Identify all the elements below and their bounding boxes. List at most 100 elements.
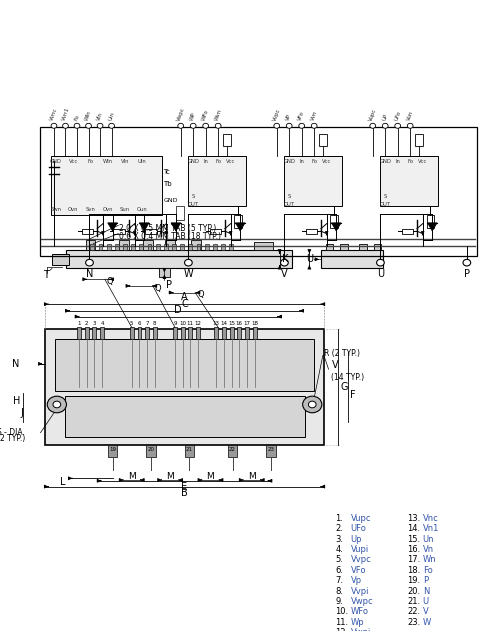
- Bar: [82, 228, 93, 233]
- Text: 17: 17: [244, 321, 250, 326]
- Bar: [205, 244, 209, 251]
- Bar: [164, 244, 168, 251]
- Text: Vwpi: Vwpi: [351, 628, 371, 631]
- Text: G: G: [340, 382, 348, 392]
- Text: Vnc: Vnc: [423, 514, 438, 523]
- Text: B: B: [181, 488, 188, 498]
- Text: 14.: 14.: [407, 524, 420, 533]
- Bar: [85, 327, 89, 339]
- Text: Vn: Vn: [423, 545, 434, 554]
- Text: Fo: Fo: [311, 159, 317, 164]
- Bar: [331, 215, 338, 228]
- Text: U: U: [377, 269, 384, 280]
- Polygon shape: [236, 223, 245, 231]
- Bar: [266, 445, 276, 457]
- Text: Ovn: Ovn: [103, 207, 113, 212]
- Text: GND: GND: [379, 159, 391, 164]
- Bar: [147, 244, 151, 251]
- Text: 10: 10: [179, 321, 186, 326]
- Circle shape: [395, 123, 400, 128]
- Circle shape: [109, 123, 115, 128]
- Bar: [130, 327, 133, 339]
- Bar: [100, 327, 104, 339]
- Text: WFo: WFo: [351, 607, 369, 616]
- Bar: [108, 445, 118, 457]
- Text: S: S: [287, 194, 291, 199]
- Text: Svn: Svn: [86, 207, 96, 212]
- Text: J: J: [20, 408, 23, 418]
- Text: K: K: [282, 254, 289, 264]
- Text: WIn: WIn: [84, 110, 93, 122]
- Bar: [52, 254, 69, 265]
- Text: Vupc: Vupc: [351, 514, 371, 523]
- Text: Fo: Fo: [423, 566, 432, 575]
- Text: 16: 16: [236, 321, 243, 326]
- Text: (14 TYP.): (14 TYP.): [332, 374, 365, 382]
- Circle shape: [303, 396, 322, 413]
- Bar: [92, 327, 96, 339]
- Text: 17.: 17.: [407, 555, 421, 565]
- Text: UIn: UIn: [138, 159, 147, 164]
- Text: Vn1: Vn1: [423, 524, 439, 533]
- Text: Vcc: Vcc: [418, 159, 427, 164]
- Text: 22: 22: [229, 447, 236, 452]
- Text: 9: 9: [173, 321, 177, 326]
- Text: 12: 12: [195, 321, 202, 326]
- Text: 2.: 2.: [335, 524, 343, 533]
- Bar: [213, 244, 217, 251]
- Text: VIn: VIn: [96, 112, 104, 122]
- Text: 21.: 21.: [407, 597, 420, 606]
- Bar: [306, 228, 317, 233]
- Bar: [139, 244, 143, 251]
- Text: 7: 7: [145, 321, 149, 326]
- Text: R (2 TYP.): R (2 TYP.): [324, 350, 360, 358]
- Text: 11.: 11.: [335, 618, 349, 627]
- Text: Q: Q: [155, 284, 161, 293]
- Circle shape: [311, 123, 317, 128]
- Text: Vvpc: Vvpc: [351, 555, 372, 565]
- Text: Vupi: Vupi: [351, 545, 369, 554]
- Text: Vvn: Vvn: [310, 110, 318, 122]
- Bar: [415, 134, 423, 146]
- Text: H: H: [12, 396, 20, 406]
- Circle shape: [203, 123, 209, 128]
- Bar: [145, 327, 149, 339]
- Bar: [229, 244, 233, 251]
- Bar: [176, 206, 184, 220]
- Text: 15: 15: [228, 321, 235, 326]
- Text: 3.: 3.: [335, 534, 343, 544]
- Bar: [114, 228, 125, 233]
- Text: S: S: [192, 194, 195, 199]
- Text: 2.0 X 0.5 MM TAB (5 TYP.): 2.0 X 0.5 MM TAB (5 TYP.): [119, 223, 217, 233]
- Text: M: M: [166, 472, 174, 481]
- Bar: [230, 327, 234, 339]
- Circle shape: [190, 123, 196, 128]
- Text: 16.: 16.: [407, 545, 421, 554]
- Text: In: In: [203, 159, 208, 164]
- Bar: [180, 244, 184, 251]
- Bar: [173, 327, 177, 339]
- Text: 4.: 4.: [335, 545, 343, 554]
- Text: 15.: 15.: [407, 534, 420, 544]
- Text: WIn: WIn: [103, 159, 113, 164]
- Circle shape: [382, 123, 388, 128]
- Bar: [221, 244, 225, 251]
- Text: Wn: Wn: [423, 555, 436, 565]
- Text: Fo: Fo: [407, 159, 413, 164]
- Text: UFo: UFo: [351, 524, 367, 533]
- Text: S - DIA.: S - DIA.: [0, 428, 25, 437]
- Bar: [235, 215, 242, 228]
- Bar: [188, 327, 192, 339]
- Text: A: A: [181, 292, 188, 302]
- Circle shape: [86, 259, 93, 266]
- Circle shape: [86, 123, 92, 128]
- Text: UIn: UIn: [108, 111, 116, 122]
- Text: V: V: [332, 360, 338, 370]
- Bar: [191, 240, 201, 251]
- Text: 10.: 10.: [335, 607, 349, 616]
- Polygon shape: [427, 223, 437, 231]
- Text: GND: GND: [50, 159, 62, 164]
- Text: V: V: [423, 607, 428, 616]
- Bar: [253, 242, 273, 251]
- Bar: [326, 244, 333, 251]
